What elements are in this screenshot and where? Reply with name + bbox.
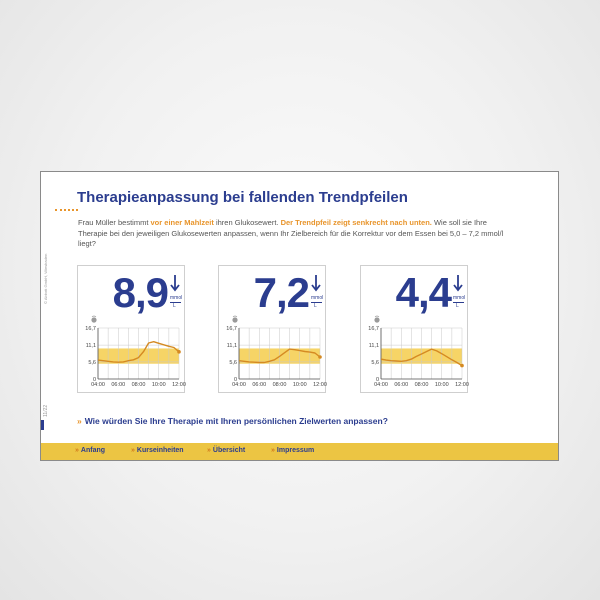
- x-tick-label: 10:00: [435, 382, 449, 388]
- unit-denominator: L: [314, 303, 317, 309]
- current-value-point: [318, 355, 322, 359]
- glucose-value: 7,2: [253, 269, 310, 316]
- nav-label: Übersicht: [212, 447, 246, 454]
- slide-title: Therapieanpassung bei fallenden Trendpfe…: [77, 189, 408, 206]
- nav-marker: »: [271, 447, 275, 454]
- question-marker: »: [77, 416, 82, 426]
- y-tick-label: 16,7: [368, 326, 379, 332]
- page-marker: [41, 420, 44, 430]
- y-tick-label: 16,7: [85, 326, 96, 332]
- current-value-point: [460, 363, 464, 368]
- intro-text-part: Wie soll sie Ihre Therapie bei den jewei…: [78, 218, 504, 248]
- unit-numerator: mmol: [311, 295, 324, 301]
- unit-fraction-line: [170, 302, 181, 303]
- intro-highlight-meal: vor einer Mahlzeit: [150, 218, 214, 227]
- glucose-chart: 16,7 11,1 5,6 004:00 06:00 08:00 10:00 12:00: [368, 326, 469, 388]
- bottom-nav-bar: » Anfang » Kurseinheiten » Übersicht » Impre…: [41, 443, 558, 460]
- slide: Therapieanpassung bei fallenden Trendpfe…: [40, 171, 559, 461]
- glucose-panel-1: 8,9 mmol L 16,7 11,1 5,6 0 04:00 06:00 08:00 10…: [77, 265, 186, 393]
- unit-numerator: mmol: [453, 295, 466, 301]
- nav-link-uebersicht[interactable]: » Übersicht: [207, 447, 245, 454]
- arrow-down-icon: [311, 275, 321, 292]
- nav-link-impressum[interactable]: » Impressum: [271, 447, 314, 454]
- y-tick-label: 5,6: [371, 360, 379, 366]
- y-tick-label: 11,1: [369, 343, 379, 349]
- y-tick-label: 11,1: [227, 343, 237, 349]
- copyright-note: © Abbott GmbH, Wiesbaden: [43, 253, 48, 304]
- unit-fraction-line: [311, 302, 322, 303]
- question-text: » Wie würden Sie Ihre Therapie mit Ihren …: [77, 416, 388, 426]
- x-tick-label: 10:00: [152, 382, 166, 388]
- x-tick-label: 06:00: [111, 382, 125, 388]
- unit-fraction-line: [453, 302, 464, 303]
- nav-marker: »: [75, 447, 79, 454]
- unit-denominator: L: [456, 303, 459, 309]
- y-tick-label: 0: [93, 377, 96, 383]
- x-tick-label: 10:00: [293, 382, 307, 388]
- glucose-value: 8,9: [112, 269, 169, 316]
- x-tick-label: 12:00: [172, 382, 186, 388]
- page-number: 11/22: [43, 404, 49, 417]
- intro-text: Frau Müller bestimmt vor einer Mahlzeit …: [78, 218, 518, 250]
- arrow-down-icon: [170, 275, 180, 292]
- x-tick-label: 08:00: [132, 382, 146, 388]
- y-tick-label: 0: [234, 377, 237, 383]
- sensor-icon: [91, 315, 97, 323]
- arrow-down-icon: [453, 275, 463, 292]
- x-tick-label: 08:00: [415, 382, 429, 388]
- intro-text-part: Frau Müller bestimmt: [78, 218, 151, 227]
- unit-numerator: mmol: [170, 295, 183, 301]
- glucose-curve: [97, 341, 180, 363]
- question-label: Wie würden Sie Ihre Therapie mit Ihren p…: [84, 416, 388, 426]
- glucose-chart: 16,7 11,1 5,6 004:00 06:00 08:00 10:00 12:00: [85, 326, 186, 388]
- intro-highlight-arrow: Der Trendpfeil zeigt senkrecht nach unte…: [280, 218, 432, 227]
- x-tick-label: 04:00: [232, 382, 246, 388]
- nav-marker: »: [131, 447, 135, 454]
- x-tick-label: 12:00: [455, 382, 469, 388]
- current-value-point: [177, 350, 181, 354]
- y-tick-label: 11,1: [86, 343, 96, 349]
- title-dotted-rule: [55, 209, 78, 211]
- nav-label: Anfang: [80, 447, 106, 454]
- nav-label: Kurseinheiten: [136, 447, 184, 454]
- unit-denominator: L: [173, 303, 176, 309]
- y-tick-label: 16,7: [226, 326, 237, 332]
- nav-link-kurseinheiten[interactable]: » Kurseinheiten: [131, 447, 184, 454]
- nav-link-anfang[interactable]: » Anfang: [75, 447, 105, 454]
- glucose-curve: [238, 348, 321, 364]
- glucose-panel-2: 7,2 mmol L 16,7 11,1 5,6 0 04:00 06:00 08:00 10…: [218, 265, 327, 393]
- glucose-curve: [380, 348, 463, 367]
- sensor-icon: [232, 315, 238, 323]
- x-tick-label: 12:00: [313, 382, 327, 388]
- glucose-chart: 16,7 11,1 5,6 004:00 06:00 08:00 10:00 12:00: [226, 326, 327, 388]
- intro-text-part: ihren Glukosewert.: [213, 218, 281, 227]
- x-tick-label: 08:00: [273, 382, 287, 388]
- sensor-icon: [374, 315, 380, 323]
- x-tick-label: 04:00: [91, 382, 105, 388]
- x-tick-label: 04:00: [374, 382, 388, 388]
- y-tick-label: 5,6: [229, 360, 237, 366]
- glucose-value: 4,4: [395, 269, 452, 316]
- nav-label: Impressum: [276, 447, 315, 454]
- nav-marker: »: [207, 447, 211, 454]
- x-tick-label: 06:00: [394, 382, 408, 388]
- y-tick-label: 5,6: [88, 360, 96, 366]
- glucose-panel-3: 4,4 mmol L 16,7 11,1 5,6 0 04:00 06:00 08:00 10…: [360, 265, 469, 393]
- y-tick-label: 0: [376, 377, 379, 383]
- x-tick-label: 06:00: [252, 382, 266, 388]
